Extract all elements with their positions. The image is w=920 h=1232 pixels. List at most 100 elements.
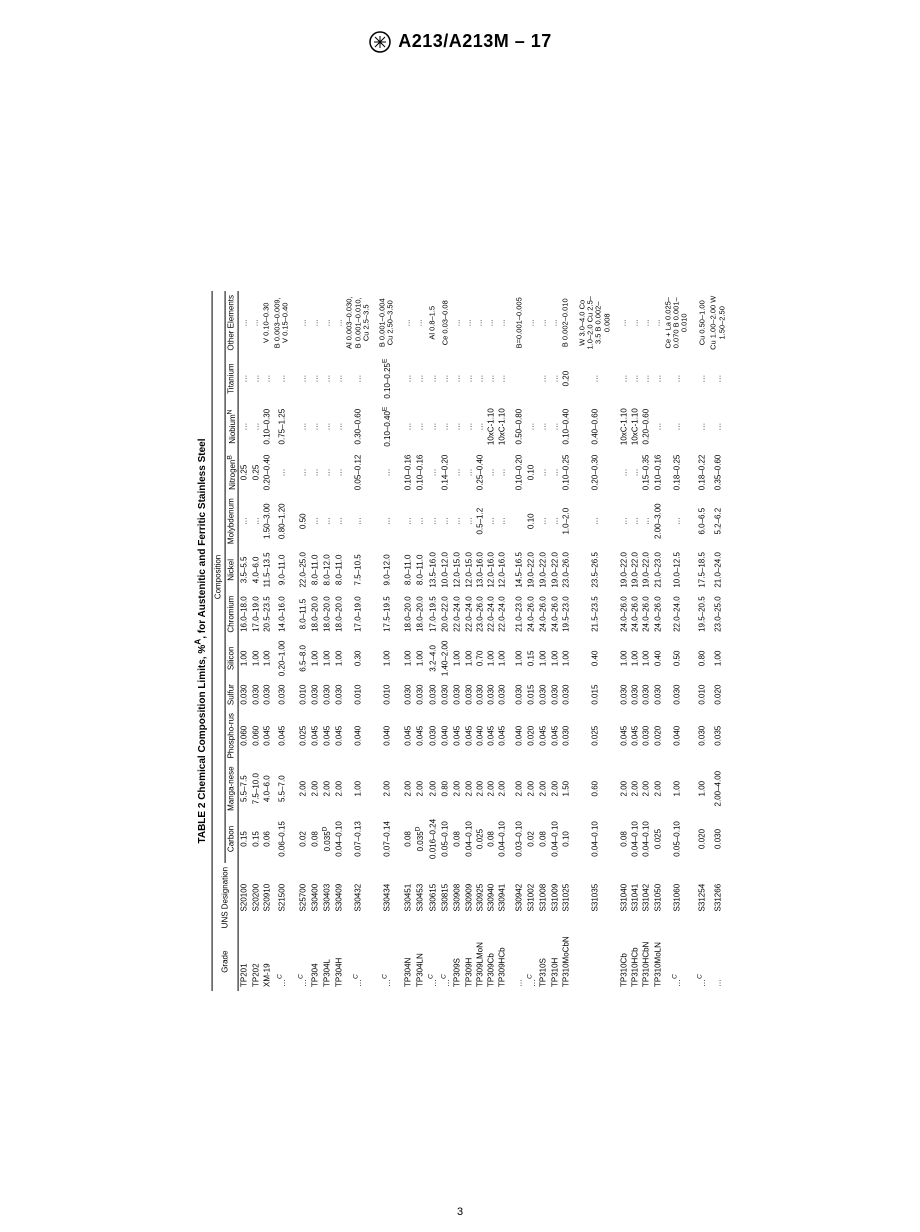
cell-n: … [538,450,549,494]
cell-nb: … [334,402,345,450]
cell-other: W 3.0–4.0 Co 1.0–2.0 Cu 2.5–3.5 B 0.002–… [578,291,613,355]
cell-ni: 12.0–15.0 [452,548,463,592]
cell-other: Ce + La 0.025–0.070 B 0.001–0.010 [663,291,690,355]
cell-cr: 18.0–20.0 [414,591,427,636]
cell-c: 0.03–0.10 [514,815,525,863]
cell-cr: 22.0–24.0 [486,591,497,636]
cell-ni: 19.0–22.0 [538,548,549,592]
cell-ti: … [663,354,690,402]
cell-p: 0.040 [663,709,690,762]
cell-n: 0.10 [525,450,538,494]
cell-si: 0.40 [652,636,663,680]
cell-ni: 8.0–12.0 [321,548,334,592]
col-uns: UNS Designation [212,863,238,932]
table-row: …CS306150.016–0.242.000.0300.0303.2–4.01… [426,291,439,991]
cell-cr: 19.5–23.0 [560,591,571,636]
table-row: …CS304320.07–0.131.000.0400.0100.3017.0–… [345,291,372,991]
cell-ni: 12.0–15.0 [463,548,474,592]
cell-other: … [238,291,250,355]
cell-other: … [414,291,427,355]
cell-ti: … [486,354,497,402]
cell-n: 0.25 [250,450,261,494]
cell-cr: 22.0–24.0 [497,591,508,636]
cell-ni: 21.0–24.0 [709,548,728,592]
cell-s: 0.030 [630,680,641,709]
standard-number: A213/A213M – 17 [398,31,552,51]
cell-n: 0.10–0.25 [560,450,571,494]
cell-n: 0.18–0.22 [696,450,709,494]
cell-s: 0.030 [560,680,571,709]
cell-uns: S31254 [696,863,709,932]
cell-cr: 24.0–26.0 [652,591,663,636]
col-nb: NiobiumN [225,402,239,450]
cell-mn: 2.00 [452,762,463,814]
cell-mo: … [321,494,334,548]
cell-si: 1.00 [497,636,508,680]
cell-ti: … [273,354,292,402]
cell-ti: … [345,354,372,402]
cell-p: 0.045 [334,709,345,762]
cell-c: 0.05–0.10 [663,815,690,863]
cell-mn: 0.60 [578,762,613,814]
cell-c: 0.020 [696,815,709,863]
cell-c: 0.07–0.14 [378,815,397,863]
cell-s: 0.030 [261,680,272,709]
cell-mn: 1.50 [560,762,571,814]
cell-nb: … [250,402,261,450]
cell-ti: 0.20 [560,354,571,402]
cell-c: 0.04–0.10 [334,815,345,863]
cell-ti: … [463,354,474,402]
cell-uns: S30453 [414,863,427,932]
cell-c: 0.08 [538,815,549,863]
cell-other: Al 0.003–0.030, B 0.001–0.010, Cu 2.5–3.… [345,291,372,355]
cell-nb: … [474,402,485,450]
cell-c: 0.035D [414,815,427,863]
cell-other: … [310,291,321,355]
cell-c: 0.04–0.10 [578,815,613,863]
col-carbon: Carbon [225,815,239,863]
cell-nb: … [652,402,663,450]
cell-s: 0.030 [310,680,321,709]
cell-mo: … [452,494,463,548]
cell-grade: TP309HCb [497,932,508,991]
cell-s: 0.020 [709,680,728,709]
cell-si: 0.30 [345,636,372,680]
cell-cr: 24.0–26.0 [619,591,630,636]
cell-mn: 1.00 [696,762,709,814]
cell-ti: … [402,354,413,402]
cell-ti: … [619,354,630,402]
cell-c: 0.025 [474,815,485,863]
table-row: TP309HCbS309410.04–0.102.000.0450.0301.0… [497,291,508,991]
cell-other: B 0.003–0.009, V 0.15–0.40 [273,291,292,355]
composition-table: Grade UNS Designation Composition Carbon… [212,291,728,991]
cell-mn: 2.00 [514,762,525,814]
cell-uns: S31040 [619,863,630,932]
cell-ti: … [474,354,485,402]
cell-uns: S31041 [630,863,641,932]
table-row: TP304S304000.082.000.0450.0301.0018.0–20… [310,291,321,991]
cell-si: 1.00 [630,636,641,680]
cell-cr: 18.0–20.0 [310,591,321,636]
cell-ni: 13.5–16.0 [426,548,439,592]
cell-uns: S31050 [652,863,663,932]
cell-ti: … [250,354,261,402]
cell-nb: 10xC-1.10 [497,402,508,450]
cell-ni: 19.0–22.0 [641,548,652,592]
cell-n: 0.10–0.20 [514,450,525,494]
cell-si: 1.00 [538,636,549,680]
cell-nb: … [663,402,690,450]
table-row: TP202S202000.157.5–10.00.0600.0301.0017.… [250,291,261,991]
cell-si: 3.2–4.0 [426,636,439,680]
cell-other: … [297,291,310,355]
cell-grade: TP201 [238,932,250,991]
cell-mo: … [663,494,690,548]
table-row: …CS304340.07–0.142.000.0400.0101.0017.5–… [378,291,397,991]
cell-grade: TP304 [310,932,321,991]
cell-ni: 11.5–13.5 [261,548,272,592]
table-row: …CS310600.05–0.101.000.0400.0300.5022.0–… [663,291,690,991]
cell-nb: 0.50–0.80 [514,402,525,450]
table-row: TP310HCbNS310420.04–0.102.000.0300.0301.… [641,291,652,991]
cell-si: 1.00 [378,636,397,680]
cell-other: … [497,291,508,355]
cell-nb: 0.10–0.40E [378,402,397,450]
